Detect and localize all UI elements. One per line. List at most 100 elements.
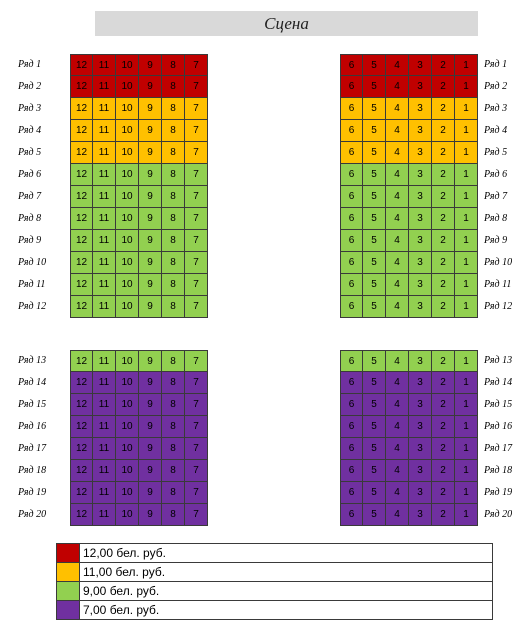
seat[interactable]: 5 — [363, 164, 386, 186]
seat[interactable]: 4 — [386, 460, 409, 482]
seat[interactable]: 2 — [432, 186, 455, 208]
seat[interactable]: 7 — [185, 438, 208, 460]
seat[interactable]: 11 — [93, 208, 116, 230]
seat[interactable]: 3 — [409, 120, 432, 142]
seat[interactable]: 11 — [93, 460, 116, 482]
seat[interactable]: 4 — [386, 438, 409, 460]
seat[interactable]: 9 — [139, 186, 162, 208]
seat[interactable]: 7 — [185, 416, 208, 438]
seat[interactable]: 3 — [409, 98, 432, 120]
seat[interactable]: 3 — [409, 482, 432, 504]
seat[interactable]: 2 — [432, 164, 455, 186]
seat[interactable]: 6 — [340, 120, 363, 142]
seat[interactable]: 2 — [432, 460, 455, 482]
seat[interactable]: 5 — [363, 274, 386, 296]
seat[interactable]: 8 — [162, 208, 185, 230]
seat[interactable]: 10 — [116, 98, 139, 120]
seat[interactable]: 4 — [386, 482, 409, 504]
seat[interactable]: 1 — [455, 186, 478, 208]
seat[interactable]: 8 — [162, 350, 185, 372]
seat[interactable]: 10 — [116, 504, 139, 526]
seat[interactable]: 5 — [363, 416, 386, 438]
seat[interactable]: 12 — [70, 164, 93, 186]
seat[interactable]: 10 — [116, 438, 139, 460]
seat[interactable]: 6 — [340, 164, 363, 186]
seat[interactable]: 12 — [70, 438, 93, 460]
seat[interactable]: 9 — [139, 252, 162, 274]
seat[interactable]: 7 — [185, 394, 208, 416]
seat[interactable]: 10 — [116, 296, 139, 318]
seat[interactable]: 10 — [116, 372, 139, 394]
seat[interactable]: 9 — [139, 164, 162, 186]
seat[interactable]: 1 — [455, 252, 478, 274]
seat[interactable]: 9 — [139, 482, 162, 504]
seat[interactable]: 9 — [139, 142, 162, 164]
seat[interactable]: 6 — [340, 76, 363, 98]
seat[interactable]: 12 — [70, 230, 93, 252]
seat[interactable]: 4 — [386, 504, 409, 526]
seat[interactable]: 4 — [386, 142, 409, 164]
seat[interactable]: 8 — [162, 186, 185, 208]
seat[interactable]: 8 — [162, 394, 185, 416]
seat[interactable]: 9 — [139, 208, 162, 230]
seat[interactable]: 8 — [162, 54, 185, 76]
seat[interactable]: 11 — [93, 54, 116, 76]
seat[interactable]: 4 — [386, 274, 409, 296]
seat[interactable]: 11 — [93, 76, 116, 98]
seat[interactable]: 7 — [185, 350, 208, 372]
seat[interactable]: 9 — [139, 438, 162, 460]
seat[interactable]: 11 — [93, 372, 116, 394]
seat[interactable]: 9 — [139, 54, 162, 76]
seat[interactable]: 3 — [409, 164, 432, 186]
seat[interactable]: 7 — [185, 230, 208, 252]
seat[interactable]: 6 — [340, 142, 363, 164]
seat[interactable]: 2 — [432, 252, 455, 274]
seat[interactable]: 12 — [70, 98, 93, 120]
seat[interactable]: 12 — [70, 394, 93, 416]
seat[interactable]: 1 — [455, 460, 478, 482]
seat[interactable]: 9 — [139, 350, 162, 372]
seat[interactable]: 4 — [386, 76, 409, 98]
seat[interactable]: 3 — [409, 252, 432, 274]
seat[interactable]: 8 — [162, 274, 185, 296]
seat[interactable]: 10 — [116, 460, 139, 482]
seat[interactable]: 3 — [409, 460, 432, 482]
seat[interactable]: 3 — [409, 504, 432, 526]
seat[interactable]: 1 — [455, 394, 478, 416]
seat[interactable]: 8 — [162, 416, 185, 438]
seat[interactable]: 9 — [139, 372, 162, 394]
seat[interactable]: 8 — [162, 296, 185, 318]
seat[interactable]: 1 — [455, 98, 478, 120]
seat[interactable]: 12 — [70, 482, 93, 504]
seat[interactable]: 2 — [432, 394, 455, 416]
seat[interactable]: 2 — [432, 142, 455, 164]
seat[interactable]: 11 — [93, 482, 116, 504]
seat[interactable]: 5 — [363, 98, 386, 120]
seat[interactable]: 12 — [70, 208, 93, 230]
seat[interactable]: 1 — [455, 208, 478, 230]
seat[interactable]: 11 — [93, 350, 116, 372]
seat[interactable]: 11 — [93, 142, 116, 164]
seat[interactable]: 6 — [340, 296, 363, 318]
seat[interactable]: 3 — [409, 54, 432, 76]
seat[interactable]: 8 — [162, 76, 185, 98]
seat[interactable]: 4 — [386, 186, 409, 208]
seat[interactable]: 2 — [432, 504, 455, 526]
seat[interactable]: 2 — [432, 372, 455, 394]
seat[interactable]: 9 — [139, 230, 162, 252]
seat[interactable]: 7 — [185, 460, 208, 482]
seat[interactable]: 7 — [185, 186, 208, 208]
seat[interactable]: 1 — [455, 142, 478, 164]
seat[interactable]: 9 — [139, 296, 162, 318]
seat[interactable]: 3 — [409, 372, 432, 394]
seat[interactable]: 6 — [340, 274, 363, 296]
seat[interactable]: 11 — [93, 120, 116, 142]
seat[interactable]: 4 — [386, 296, 409, 318]
seat[interactable]: 10 — [116, 120, 139, 142]
seat[interactable]: 6 — [340, 230, 363, 252]
seat[interactable]: 7 — [185, 274, 208, 296]
seat[interactable]: 11 — [93, 296, 116, 318]
seat[interactable]: 5 — [363, 504, 386, 526]
seat[interactable]: 2 — [432, 120, 455, 142]
seat[interactable]: 11 — [93, 274, 116, 296]
